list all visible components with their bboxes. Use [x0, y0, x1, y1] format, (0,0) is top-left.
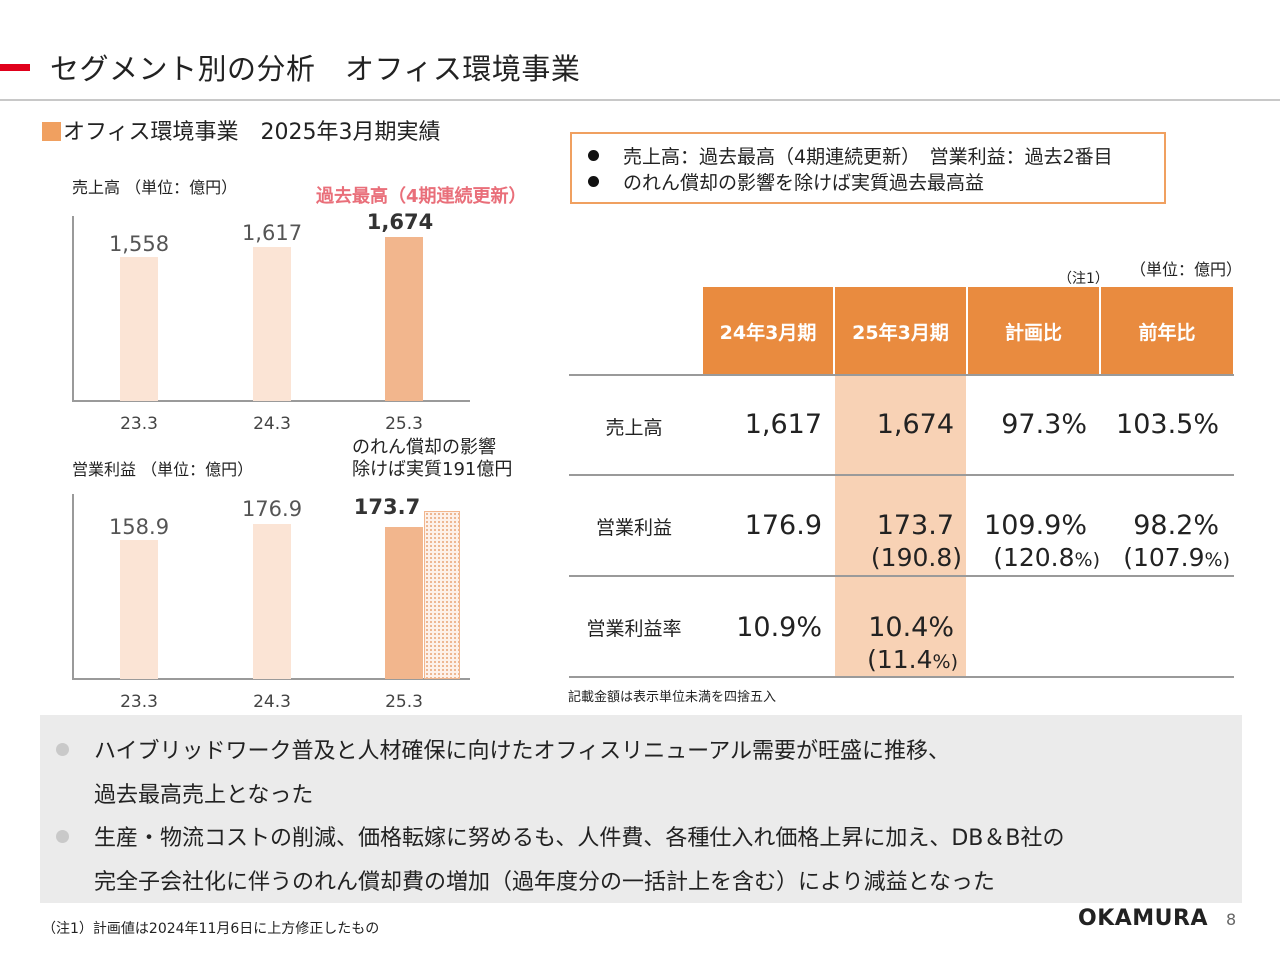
summary-2-line1: 生産・物流コストの削減、価格転嫁に努めるも、人件費、各種仕入れ価格上昇に加え、D… [94, 826, 1065, 851]
oi-note-line1: のれん償却の影響 [352, 437, 496, 458]
oi-bar-25-3-adjusted [424, 511, 460, 679]
col-header-fy24: 24年3月期 [703, 287, 833, 375]
sales-tick-25-3: 25.3 [385, 414, 423, 434]
oi-goodwill-note: のれん償却の影響 除けば実質191億円 [352, 437, 512, 481]
margin-fy25-cell: 10.4% [868, 612, 954, 643]
sales-x-axis [72, 400, 470, 402]
sales-y-axis [72, 216, 74, 402]
okamura-logo: OKAMURA [1078, 906, 1208, 931]
page-number: 8 [1226, 910, 1237, 929]
section-subtitle: オフィス環境事業 2025年3月期実績 [42, 114, 441, 146]
table-unit-label: （単位：億円） [1130, 260, 1243, 279]
oi-fy25-cell: 173.7 [876, 510, 954, 541]
summary-1-line2: 過去最高売上となった [94, 783, 314, 808]
col-header-vs-plan: 計画比 [968, 287, 1099, 375]
oi-chart-label: 営業利益 （単位：億円） [72, 460, 254, 479]
oi-bar-23-3 [120, 540, 158, 679]
table-rule [569, 575, 1234, 577]
oi-value-24-3: 176.9 [241, 497, 303, 521]
highlight-bullet-2: のれん償却の影響を除けば実質過去最高益 [588, 168, 984, 195]
oi-value-23-3: 158.9 [108, 515, 170, 539]
rounding-note: 記載金額は表示単位未満を四捨五入 [568, 690, 777, 705]
row-label-operating-income: 営業利益 [595, 517, 672, 539]
sales-value-23-3: 1,558 [108, 232, 170, 256]
oi-bar-25-3 [385, 527, 423, 679]
page-title: セグメント別の分析 オフィス環境事業 [50, 52, 581, 86]
summary-box: ハイブリッドワーク普及と人材確保に向けたオフィスリニューアル需要が旺盛に推移、 … [40, 715, 1242, 903]
sales-value-24-3: 1,617 [241, 221, 303, 245]
summary-bullet-icon [56, 830, 69, 843]
oi-note-line2: 除けば実質191億円 [352, 459, 513, 480]
highlight-text-2: のれん償却の影響を除けば実質過去最高益 [623, 172, 985, 194]
sales-bar-25-3 [385, 237, 423, 401]
sales-bar-24-3 [253, 247, 291, 401]
margin-fy25-adjusted-cell: (11.4%) [867, 645, 958, 674]
sales-chart-label: 売上高 （単位：億円） [72, 178, 238, 197]
bullet-dot-icon [588, 176, 599, 187]
orange-square-icon [42, 122, 61, 141]
oi-y-axis [72, 494, 74, 680]
sales-value-25-3: 1,674 [366, 210, 434, 234]
oi-tick-25-3: 25.3 [385, 692, 423, 712]
subtitle-text: オフィス環境事業 2025年3月期実績 [63, 120, 441, 145]
summary-bullet-icon [56, 743, 69, 756]
sales-record-highlight: 過去最高（4期連続更新） [316, 186, 527, 207]
sales-bar-23-3 [120, 257, 158, 401]
sales-fy25-cell: 1,674 [876, 409, 954, 440]
oi-tick-23-3: 23.3 [120, 692, 158, 712]
table-rule [569, 374, 1234, 376]
oi-bar-24-3 [253, 524, 291, 679]
row-label-operating-margin: 営業利益率 [586, 618, 682, 640]
highlight-text-1: 売上高：過去最高（4期連続更新） 営業利益：過去2番目 [623, 146, 1113, 168]
oi-x-axis [72, 678, 470, 680]
summary-1-line1: ハイブリッドワーク普及と人材確保に向けたオフィスリニューアル需要が旺盛に推移、 [94, 739, 951, 764]
sales-vs-plan-cell: 97.3% [1001, 409, 1087, 440]
margin-fy24-cell: 10.9% [736, 612, 822, 643]
oi-fy25-adjusted-cell: (190.8) [870, 543, 962, 572]
sales-tick-23-3: 23.3 [120, 414, 158, 434]
row-label-sales: 売上高 [605, 417, 663, 439]
plan-note-mark: （注1） [1058, 271, 1109, 287]
oi-fy24-cell: 176.9 [744, 510, 822, 541]
bullet-dot-icon [588, 150, 599, 161]
oi-tick-24-3: 24.3 [253, 692, 291, 712]
oi-yoy-adjusted-cell: (107.9%) [1123, 543, 1230, 572]
oi-vs-plan-cell: 109.9% [984, 510, 1087, 541]
table-rule [569, 474, 1234, 476]
highlights-box: 売上高：過去最高（4期連続更新） 営業利益：過去2番目 のれん償却の影響を除けば… [570, 132, 1166, 204]
sales-fy24-cell: 1,617 [744, 409, 822, 440]
col-header-fy25: 25年3月期 [835, 287, 966, 375]
oi-yoy-cell: 98.2% [1133, 510, 1219, 541]
oi-vs-plan-adjusted-cell: (120.8%) [993, 543, 1100, 572]
sales-tick-24-3: 24.3 [253, 414, 291, 434]
sales-yoy-cell: 103.5% [1116, 409, 1219, 440]
accent-bar [0, 64, 30, 71]
table-rule [569, 676, 1234, 678]
oi-value-25-3: 173.7 [353, 495, 421, 519]
summary-2-line2: 完全子会社化に伴うのれん償却費の増加（過年度分の一括計上を含む）により減益となっ… [94, 870, 995, 895]
col-header-yoy: 前年比 [1101, 287, 1233, 375]
highlight-bullet-1: 売上高：過去最高（4期連続更新） 営業利益：過去2番目 [588, 142, 1113, 169]
title-divider [0, 99, 1280, 101]
fy25-highlight-column [835, 375, 966, 677]
plan-footnote: （注1）計画値は2024年11月6日に上方修正したもの [42, 921, 380, 937]
